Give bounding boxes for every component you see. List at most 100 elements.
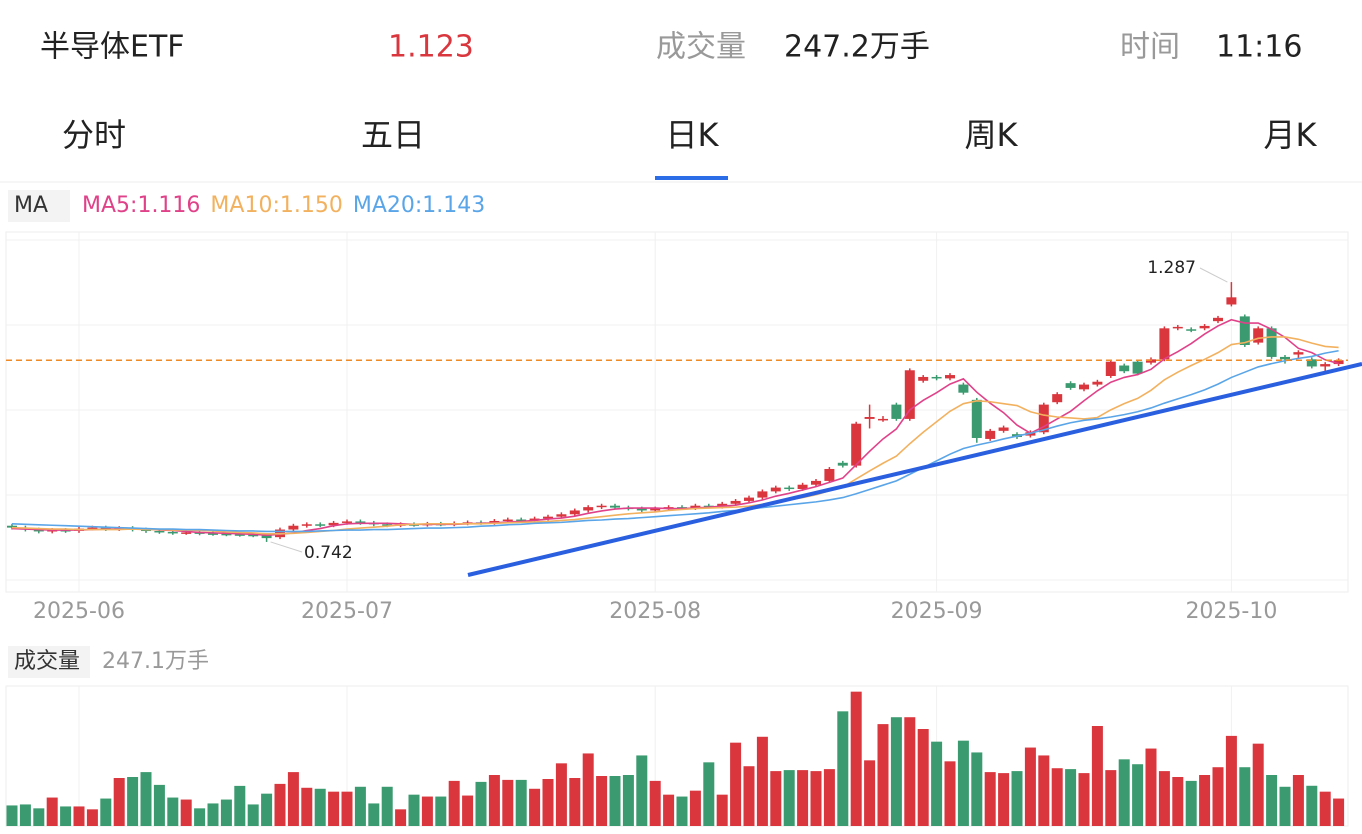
candle-body xyxy=(1092,381,1103,385)
volume-bar xyxy=(609,776,621,826)
volume-label: 成交量 xyxy=(656,30,746,65)
candle-body xyxy=(1280,356,1290,360)
volume-bar xyxy=(1212,767,1224,826)
x-tick-label: 2025-10 xyxy=(1185,599,1277,624)
volume-bar xyxy=(488,775,500,826)
volume-bar xyxy=(1266,775,1278,826)
candle-body xyxy=(1199,325,1210,329)
volume-bar xyxy=(1132,764,1144,826)
candle-body xyxy=(730,500,741,504)
candle-body xyxy=(556,514,567,517)
volume-bar xyxy=(1279,786,1291,826)
volume-bar xyxy=(341,791,353,826)
volume-bar xyxy=(502,779,514,826)
tab[interactable]: 周K xyxy=(965,116,1019,154)
candle-body xyxy=(1333,360,1344,365)
candle-body xyxy=(985,430,996,439)
legend-entry: MA10:1.150 xyxy=(210,193,342,218)
candle-body xyxy=(1159,328,1170,360)
tab-underline xyxy=(655,176,728,180)
volume-bar xyxy=(1145,748,1157,826)
volume-bar xyxy=(1225,735,1237,826)
legend-entry: MA5:1.116 xyxy=(82,193,200,218)
candle-body xyxy=(569,510,580,515)
candle-body xyxy=(824,468,835,481)
volume-bar xyxy=(770,771,782,826)
candle-body xyxy=(1132,361,1143,374)
vol-value: 247.1万手 xyxy=(102,649,209,674)
volume-bar xyxy=(234,785,246,826)
volume-bar xyxy=(904,717,916,826)
x-tick-label: 2025-08 xyxy=(609,599,701,624)
volume-bar xyxy=(408,794,420,826)
volume-bar xyxy=(207,803,219,826)
volume-bar xyxy=(850,691,862,826)
volume-bar xyxy=(676,796,688,826)
volume-bar xyxy=(649,780,661,826)
plot-frame xyxy=(5,231,1349,593)
candle-body xyxy=(1052,394,1063,403)
volume-bar xyxy=(998,773,1010,826)
volume-bar xyxy=(917,729,929,826)
volume-bar xyxy=(1158,771,1170,826)
candle-body xyxy=(342,521,352,523)
candle-body xyxy=(891,404,902,419)
volume-bar xyxy=(1199,775,1211,826)
x-tick-label: 2025-07 xyxy=(301,599,393,624)
volume-bar xyxy=(596,776,608,826)
volume-bar xyxy=(797,770,809,826)
tab[interactable]: 五日 xyxy=(361,116,425,154)
volume-bar xyxy=(167,797,179,826)
volume-bar xyxy=(354,786,366,826)
trend-line xyxy=(467,362,1362,577)
candle-body xyxy=(757,491,768,498)
volume-bar xyxy=(395,809,407,826)
volume-bar xyxy=(127,777,139,826)
volume-bar xyxy=(261,793,273,826)
volume-bar xyxy=(381,786,393,826)
candle-body xyxy=(864,417,875,419)
candle-body xyxy=(1065,383,1076,388)
volume-bar xyxy=(86,809,98,826)
candle-body xyxy=(382,524,393,526)
volume-bar xyxy=(247,804,259,826)
volume-bar xyxy=(1306,785,1318,826)
volume-bar xyxy=(448,780,460,826)
volume-bar xyxy=(194,808,206,826)
vol-title: 成交量 xyxy=(14,649,80,674)
candle-body xyxy=(744,497,754,501)
volume-bar xyxy=(890,717,902,826)
volume-bar xyxy=(810,771,822,826)
volume-bar xyxy=(46,797,58,826)
volume-bar xyxy=(783,770,795,826)
volume-bar xyxy=(1239,767,1251,826)
volume-bar xyxy=(877,724,889,826)
tab[interactable]: 日K xyxy=(666,116,720,154)
volume-bar xyxy=(515,779,527,826)
volume-bar xyxy=(421,796,433,826)
volume-bar xyxy=(837,711,849,826)
candle-body xyxy=(181,532,192,534)
volume-bar xyxy=(703,762,715,826)
volume-bar xyxy=(301,787,313,826)
candle-body xyxy=(1079,384,1089,390)
tab[interactable]: 分时 xyxy=(62,116,126,154)
volume-bar xyxy=(1333,798,1345,826)
candle-body xyxy=(1293,352,1304,355)
volume-bar xyxy=(435,796,447,826)
candle-body xyxy=(904,370,915,419)
volume-bar xyxy=(475,781,487,826)
volume-bar xyxy=(462,795,474,826)
volume-bar xyxy=(1038,755,1050,826)
tab[interactable]: 月K xyxy=(1264,116,1318,154)
candle-body xyxy=(154,530,165,533)
candle-body xyxy=(998,427,1009,431)
volume-bar xyxy=(756,736,768,826)
volume-bar xyxy=(1172,777,1184,826)
candle-body xyxy=(167,531,178,534)
volume-bar xyxy=(100,798,112,826)
volume-bar xyxy=(1011,771,1023,826)
volume-bar xyxy=(153,784,165,826)
leader xyxy=(270,541,303,553)
candle-body xyxy=(945,375,955,379)
